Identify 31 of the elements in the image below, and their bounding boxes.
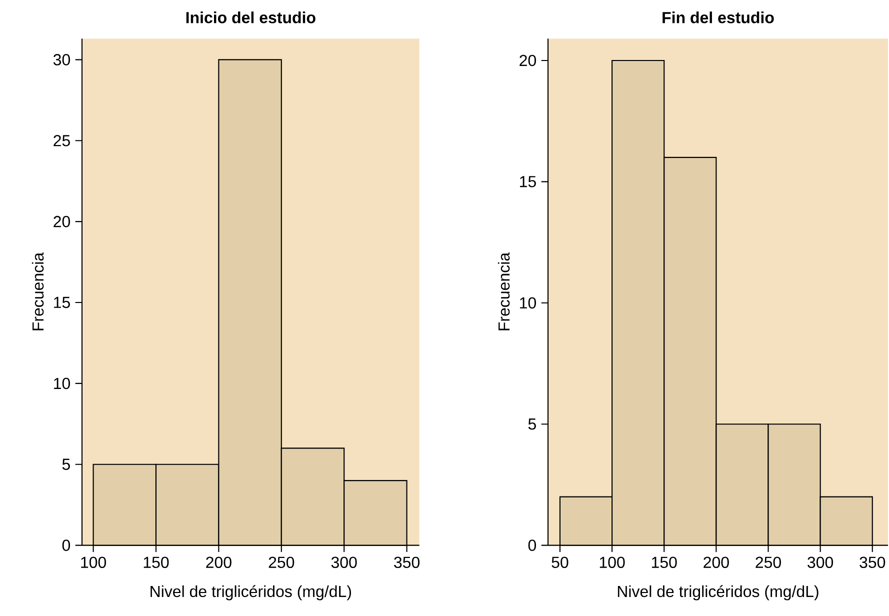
- x-tick-label: 200: [206, 556, 232, 568]
- y-tick-label: 15: [520, 176, 536, 188]
- chart-title: Fin del estudio: [662, 12, 774, 24]
- x-tick-label: 300: [331, 556, 357, 568]
- chart-title: Inicio del estudio: [186, 12, 316, 24]
- x-axis-title: Nivel de triglicéridos (mg/dL): [618, 585, 818, 600]
- y-tick-label: 10: [520, 297, 536, 309]
- x-axis-title: Nivel de triglicéridos (mg/dL): [150, 585, 351, 600]
- y-tick-label: 0: [62, 540, 70, 551]
- x-tick-label: 350: [860, 556, 886, 568]
- x-tick-label: 100: [81, 556, 106, 568]
- y-tick-label: 30: [53, 54, 70, 66]
- y-tick-label: 20: [54, 216, 70, 228]
- x-tick-label: 150: [144, 556, 169, 568]
- x-tick-label: 300: [808, 556, 834, 568]
- y-axis-title: Frecuencia: [498, 252, 510, 330]
- y-tick-label: 25: [54, 134, 70, 146]
- x-tick-label: 100: [600, 556, 625, 568]
- x-tick-label: 200: [704, 556, 729, 568]
- x-tick-label: 250: [756, 556, 781, 568]
- y-tick-label: 15: [54, 296, 70, 308]
- x-tick-label: 50: [552, 556, 568, 568]
- y-tick-label: 20: [520, 54, 536, 66]
- y-tick-label: 5: [528, 418, 536, 430]
- x-tick-label: 250: [268, 556, 294, 568]
- y-axis-title: Frecuencia: [32, 252, 44, 330]
- y-tick-label: 0: [528, 540, 536, 551]
- y-tick-label: 10: [54, 378, 70, 390]
- y-tick-label: 5: [62, 458, 70, 470]
- x-tick-label: 350: [394, 556, 420, 568]
- x-tick-label: 150: [652, 556, 677, 568]
